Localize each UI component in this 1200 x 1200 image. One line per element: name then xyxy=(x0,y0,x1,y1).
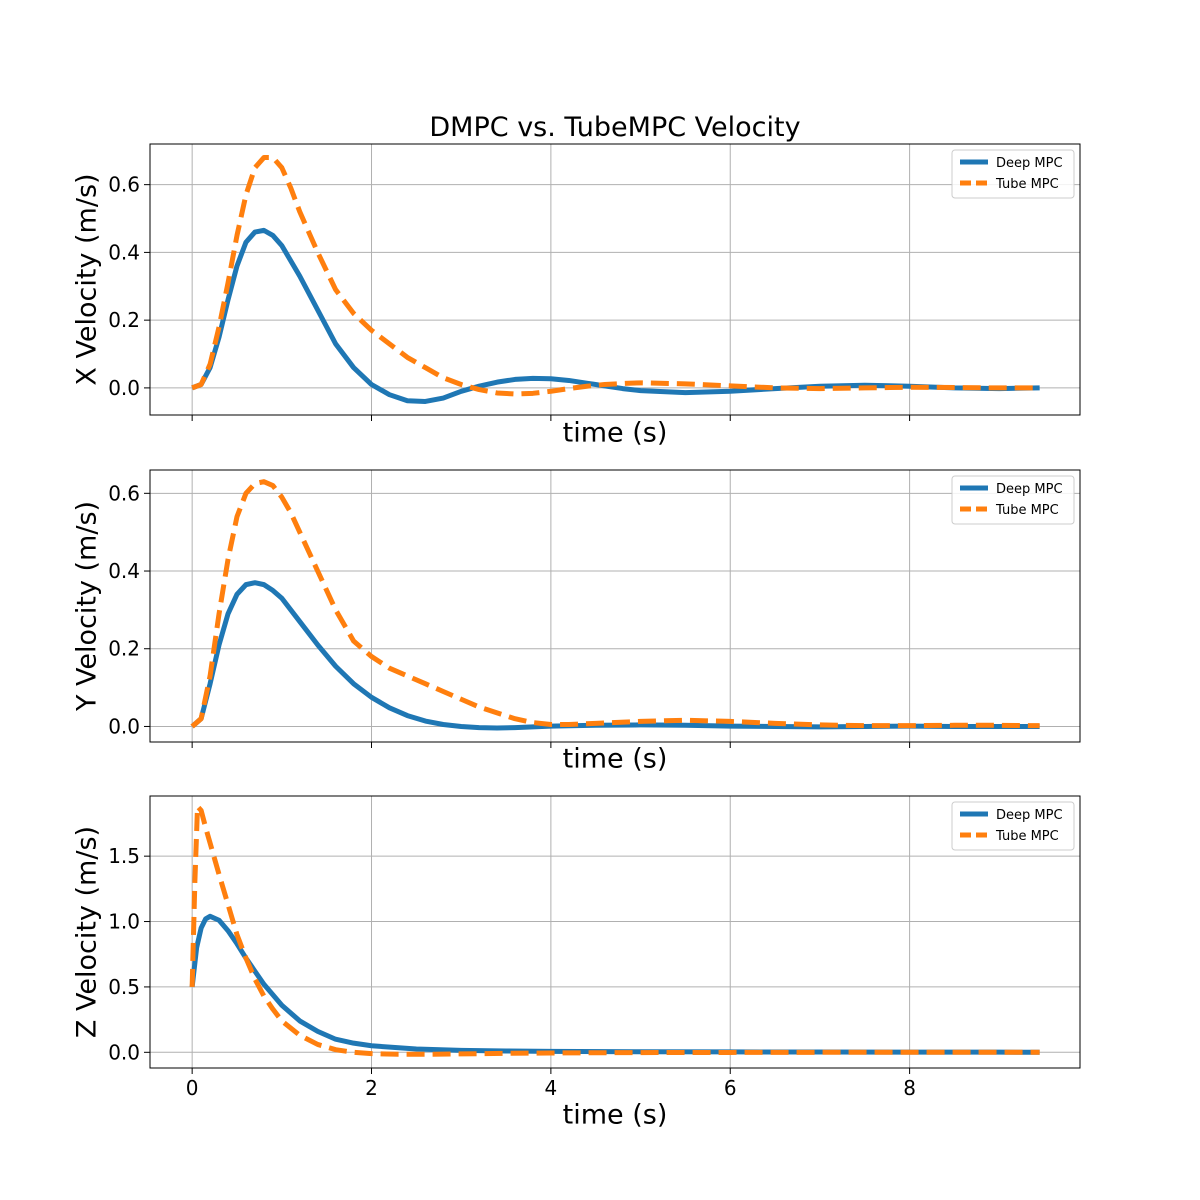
legend-tube-mpc-label: Tube MPC xyxy=(995,829,1059,844)
axes-frame xyxy=(149,795,1081,1069)
tube-mpc-line xyxy=(191,155,1040,397)
legend: Deep MPC Tube MPC xyxy=(951,149,1075,199)
x-tick-label: 2 xyxy=(365,1076,378,1100)
y-tick-label: 1.0 xyxy=(108,910,140,934)
y-axis-label: Y Velocity (m/s) xyxy=(72,501,103,712)
y-tick-label: 0.4 xyxy=(108,240,140,264)
deep-mpc-line xyxy=(191,227,1040,404)
y-tick-label: 0.6 xyxy=(108,481,140,505)
y-tick-label: 1.5 xyxy=(108,844,140,868)
legend-tube-mpc-label: Tube MPC xyxy=(995,177,1059,192)
tube-mpc-line xyxy=(189,803,1040,1057)
legend-deep-mpc-label: Deep MPC xyxy=(996,808,1063,823)
x-tick-label: 6 xyxy=(724,1076,737,1100)
tube-mpc-line xyxy=(190,479,1040,729)
y-velocity-panel: 0.0 0.2 0.4 0.6 time (s) Y Velocity (m/s) Deep… xyxy=(72,469,1081,775)
y-tick-label: 0.5 xyxy=(108,975,140,999)
x-velocity-panel: 0.0 0.2 0.4 0.6 time (s) X Velocity (m/s) Deep… xyxy=(72,143,1081,449)
axes-frame xyxy=(149,143,1081,416)
y-tick-label: 0.2 xyxy=(108,637,140,661)
y-tick-label: 0.2 xyxy=(108,308,140,332)
x-tick-label: 8 xyxy=(903,1076,916,1100)
axes-frame xyxy=(149,469,1081,743)
chart-title: DMPC vs. TubeMPC Velocity xyxy=(429,112,800,143)
y-tick-label: 0.0 xyxy=(108,714,140,738)
legend: Deep MPC Tube MPC xyxy=(951,475,1075,525)
x-axis-label: time (s) xyxy=(563,744,668,775)
y-tick-label: 0.4 xyxy=(108,559,140,583)
y-tick-label: 0.6 xyxy=(108,173,140,197)
y-axis-label: X Velocity (m/s) xyxy=(72,173,103,385)
z-velocity-panel: 0 2 4 6 8 0.0 0.5 1.0 1.5 time (s) Z Velocity (m/s… xyxy=(72,795,1081,1131)
legend-deep-mpc-label: Deep MPC xyxy=(996,156,1063,171)
y-axis-label: Z Velocity (m/s) xyxy=(72,826,103,1038)
x-tick-label: 4 xyxy=(545,1076,558,1100)
x-axis-label: time (s) xyxy=(563,418,668,449)
y-tick-label: 0.0 xyxy=(108,1040,140,1064)
legend: Deep MPC Tube MPC xyxy=(951,801,1075,851)
legend-deep-mpc-label: Deep MPC xyxy=(996,482,1063,497)
legend-tube-mpc-label: Tube MPC xyxy=(995,503,1059,518)
deep-mpc-line xyxy=(190,580,1040,731)
x-tick-label: 0 xyxy=(186,1076,199,1100)
y-tick-label: 0.0 xyxy=(108,376,140,400)
x-axis-label: time (s) xyxy=(563,1100,668,1131)
